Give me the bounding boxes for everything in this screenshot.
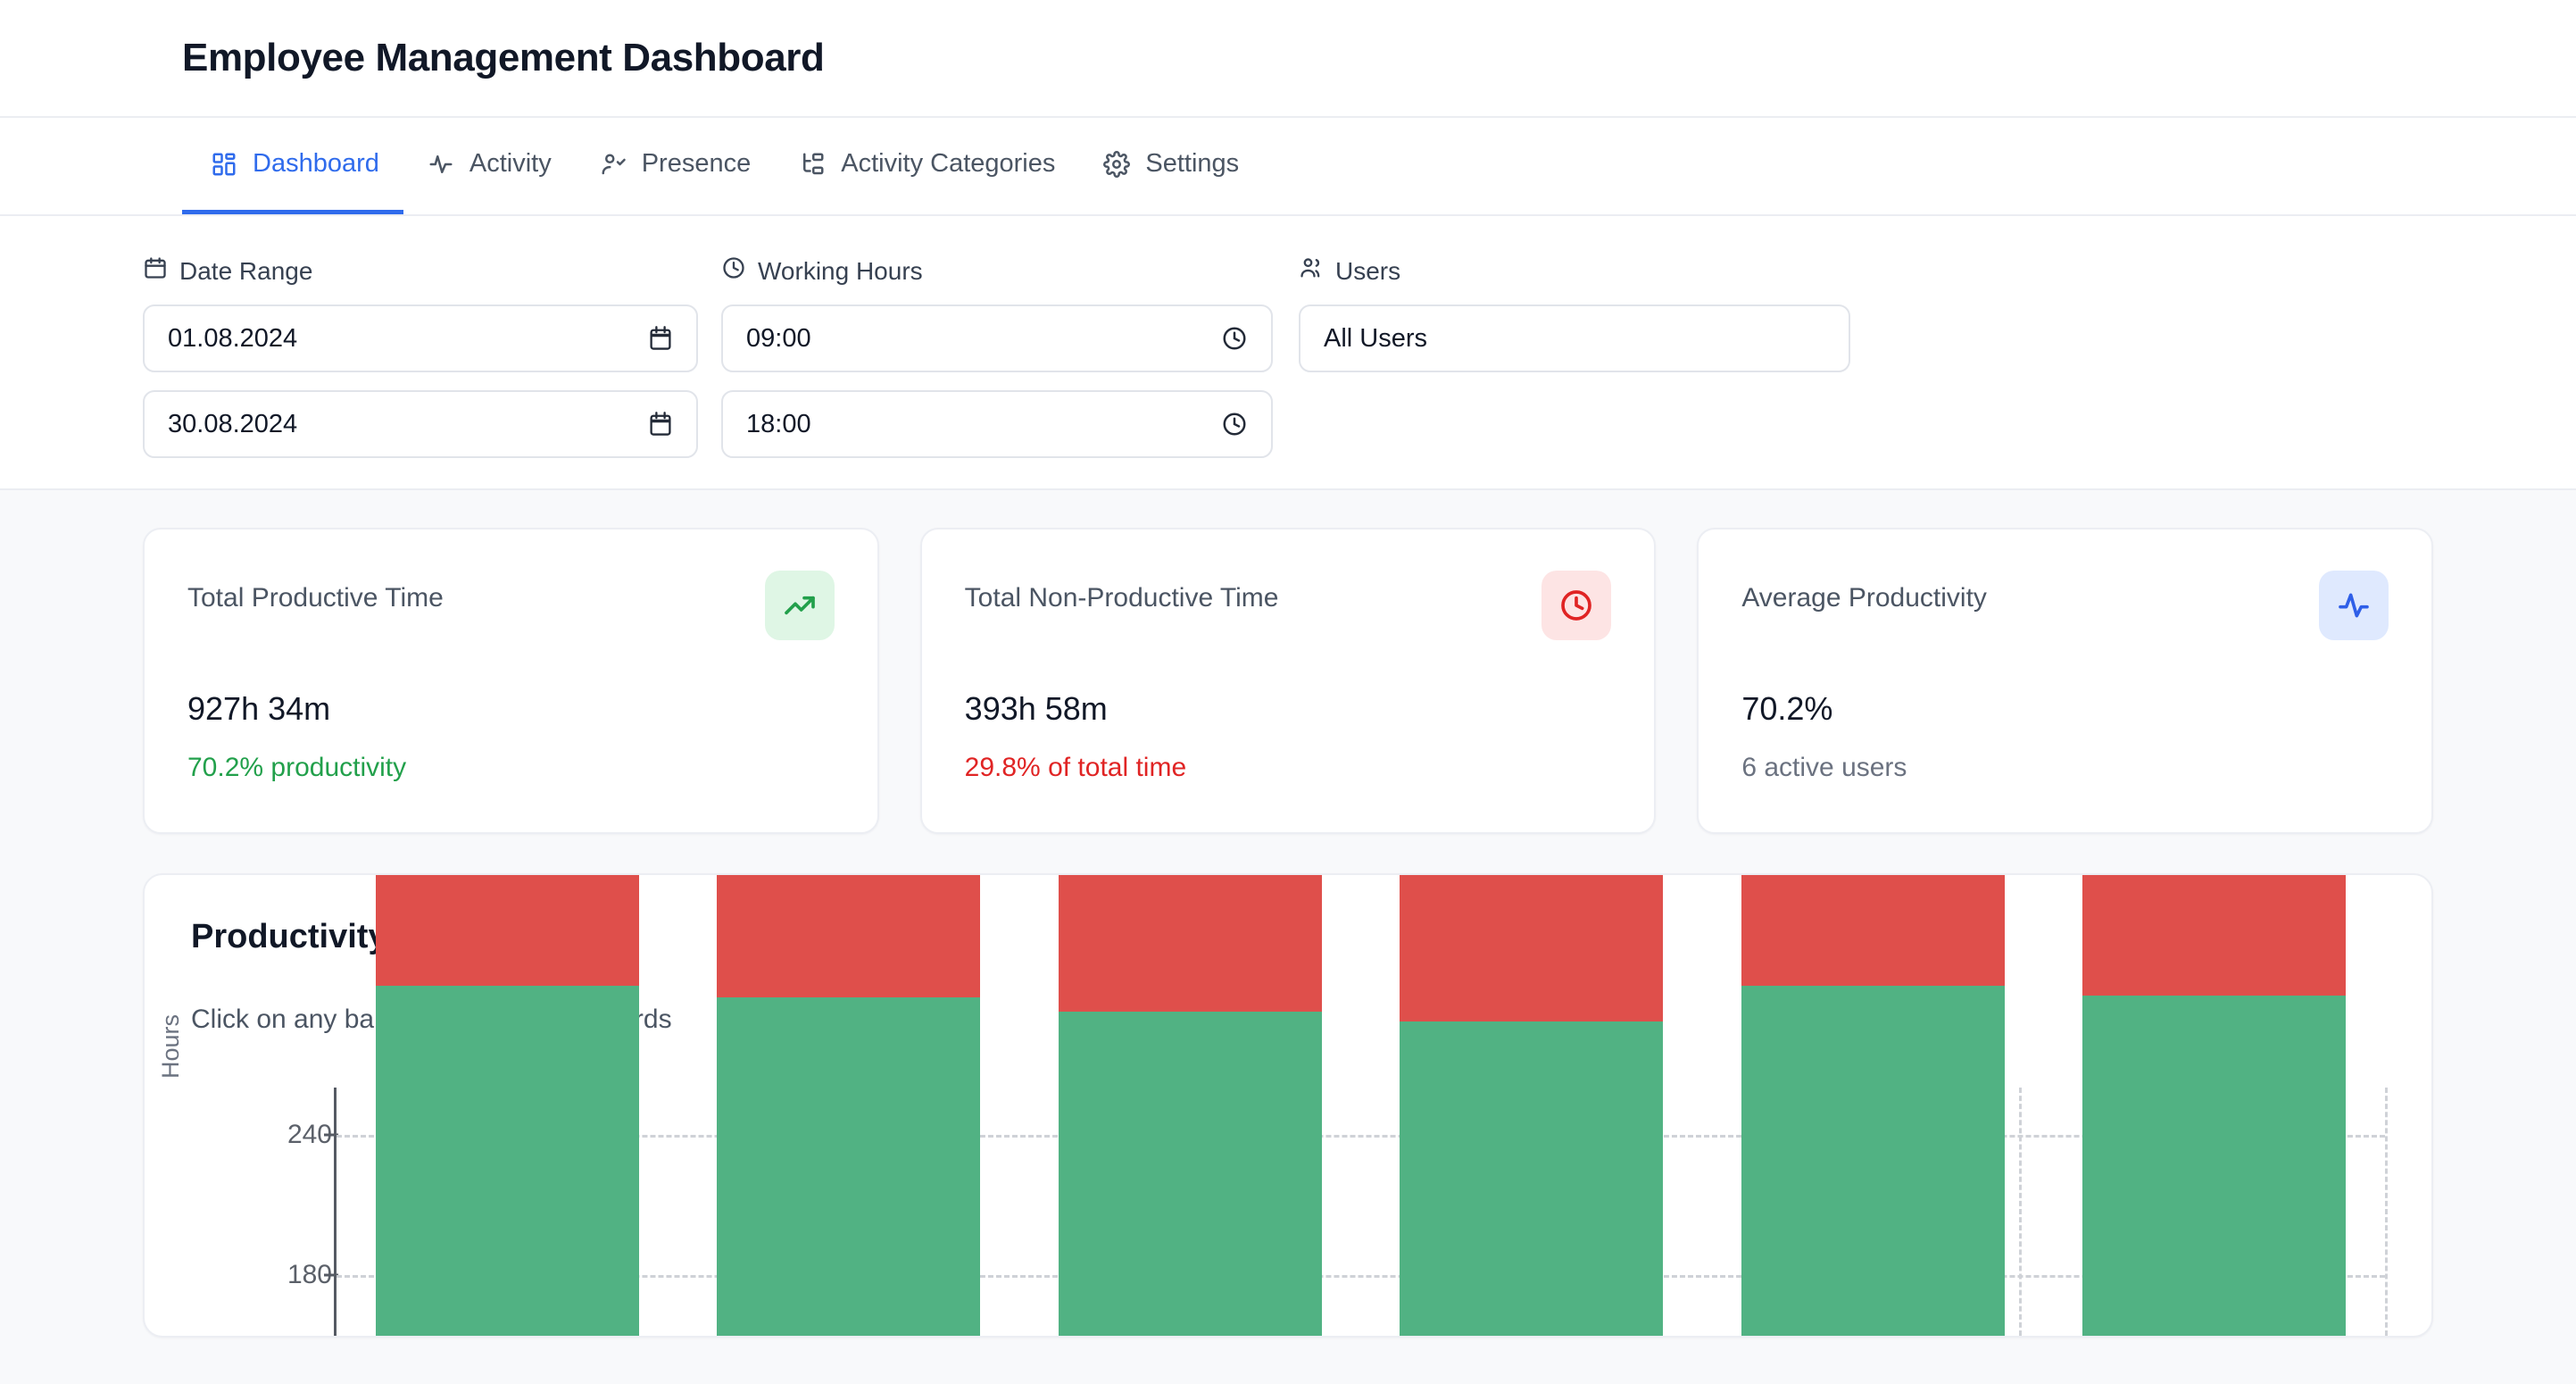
stat-card-row: Total Productive Time 927h 34m 70.2% pro… [0, 528, 2576, 834]
tab-settings-label: Settings [1145, 149, 1240, 178]
bar-segment-productive[interactable] [717, 997, 980, 1336]
trending-up-icon [764, 571, 835, 640]
chart-bar[interactable] [1400, 875, 1663, 1336]
bar-segment-productive[interactable] [1400, 1021, 1663, 1336]
chart-bar[interactable] [1058, 875, 1322, 1336]
layout-dashboard-icon [211, 151, 237, 178]
productivity-by-user-chart-card: Productivity by User Click on any bar to… [143, 873, 2433, 1338]
y-tick-mark [324, 1273, 338, 1277]
tab-presence[interactable]: Presence [576, 118, 776, 214]
bar-segment-non-productive[interactable] [1400, 875, 1663, 1021]
chart-bar[interactable] [375, 875, 639, 1336]
gridline [337, 1134, 2385, 1138]
bar-group [337, 875, 2385, 1336]
stat-subtext: 70.2% productivity [187, 753, 407, 782]
tab-dashboard[interactable]: Dashboard [182, 118, 403, 214]
chart-plot-area: 180 240 [191, 875, 2388, 1336]
gear-icon [1103, 150, 1131, 178]
main-tab-bar: Dashboard Activity Presence [0, 118, 2576, 216]
tab-settings[interactable]: Settings [1079, 118, 1263, 214]
bar-segment-non-productive[interactable] [375, 875, 639, 987]
activity-pulse-icon [2319, 571, 2389, 640]
category-gridline [2385, 1088, 2388, 1336]
stat-value: 927h 34m [187, 690, 331, 727]
category-gridline [2019, 1088, 2023, 1336]
time-start-value: 09:00 [746, 323, 811, 353]
dashboard-body: Total Productive Time 927h 34m 70.2% pro… [0, 490, 2576, 1384]
date-start-value: 01.08.2024 [168, 323, 298, 353]
bar-segment-non-productive[interactable] [2082, 875, 2346, 996]
calendar-icon [143, 255, 168, 287]
tab-activity[interactable]: Activity [403, 118, 576, 214]
stat-head: Total Non-Productive Time [965, 571, 1612, 640]
tab-activity-label: Activity [469, 149, 552, 178]
calendar-picker-icon[interactable] [648, 411, 673, 438]
date-range-label-row: Date Range [143, 255, 698, 287]
y-tick-mark [324, 1133, 338, 1137]
users-selected-value: All Users [1324, 323, 1428, 353]
clock-picker-icon[interactable] [1221, 411, 1248, 438]
clock-icon [721, 255, 746, 287]
chart-bar[interactable] [717, 875, 980, 1336]
clock-picker-icon[interactable] [1221, 325, 1248, 352]
calendar-picker-icon[interactable] [648, 325, 673, 352]
y-axis-label: Hours [157, 1013, 184, 1079]
filter-bar: Date Range 01.08.2024 30.08.2024 [0, 216, 2576, 679]
tab-dashboard-label: Dashboard [253, 149, 379, 178]
user-check-icon [600, 151, 627, 178]
date-range-label: Date Range [179, 256, 313, 285]
tab-activity-categories[interactable]: Activity Categories [775, 118, 1079, 214]
chart-bar[interactable] [1741, 875, 2005, 1336]
time-end-input[interactable]: 18:00 [721, 390, 1273, 458]
y-tick-label: 180 [287, 1260, 332, 1290]
users-select[interactable]: All Users [1299, 304, 1850, 372]
bar-segment-productive[interactable] [1058, 1012, 1322, 1336]
working-hours-label-row: Working Hours [721, 255, 1273, 287]
stat-title: Total Productive Time [187, 583, 444, 613]
tab-activity-categories-label: Activity Categories [841, 149, 1056, 178]
users-label: Users [1335, 256, 1401, 285]
stat-head: Total Productive Time [187, 571, 835, 640]
stat-subtext: 29.8% of total time [964, 753, 1187, 782]
activity-pulse-icon [428, 151, 454, 178]
date-start-input[interactable]: 01.08.2024 [143, 304, 698, 372]
stat-card-total-productive-time: Total Productive Time 927h 34m 70.2% pro… [143, 528, 879, 834]
bar-segment-productive[interactable] [1741, 986, 2005, 1336]
filter-working-hours: Working Hours 09:00 18:00 [721, 255, 1273, 458]
filter-users: Users All Users [1299, 255, 1850, 372]
bar-segment-productive[interactable] [2082, 995, 2346, 1336]
gridline [337, 1275, 2385, 1279]
stat-value: 70.2% [1741, 690, 1833, 727]
tab-presence-label: Presence [641, 149, 752, 178]
working-hours-label: Working Hours [758, 256, 923, 285]
users-icon [1299, 255, 1324, 287]
stat-subtext: 6 active users [1741, 753, 1907, 782]
bar-segment-productive[interactable] [375, 986, 639, 1336]
y-tick-label: 240 [287, 1119, 332, 1149]
stat-title: Total Non-Productive Time [964, 583, 1279, 613]
bar-segment-non-productive[interactable] [1058, 875, 1322, 1013]
stat-head: Average Productivity [1741, 571, 2389, 640]
time-start-input[interactable]: 09:00 [721, 304, 1273, 372]
bar-segment-non-productive[interactable] [717, 875, 980, 998]
users-label-row: Users [1299, 255, 1850, 287]
app-header: Employee Management Dashboard [0, 0, 2576, 118]
bar-segment-non-productive[interactable] [1741, 875, 2005, 987]
time-end-value: 18:00 [746, 409, 811, 438]
y-axis-line [334, 1088, 337, 1336]
page-title: Employee Management Dashboard [182, 36, 825, 79]
stat-value: 393h 58m [964, 690, 1108, 727]
stat-title: Average Productivity [1741, 583, 1987, 613]
clock-icon [1541, 571, 1612, 640]
stat-card-total-non-productive-time: Total Non-Productive Time 393h 58m 29.8%… [919, 528, 1657, 834]
date-end-input[interactable]: 30.08.2024 [143, 390, 698, 458]
list-tree-icon [799, 151, 826, 178]
chart-bar[interactable] [2082, 875, 2346, 1336]
date-end-value: 30.08.2024 [168, 409, 298, 438]
stat-card-average-productivity: Average Productivity 70.2% 6 active user… [1697, 528, 2434, 834]
filter-date-range: Date Range 01.08.2024 30.08.2024 [143, 255, 698, 458]
